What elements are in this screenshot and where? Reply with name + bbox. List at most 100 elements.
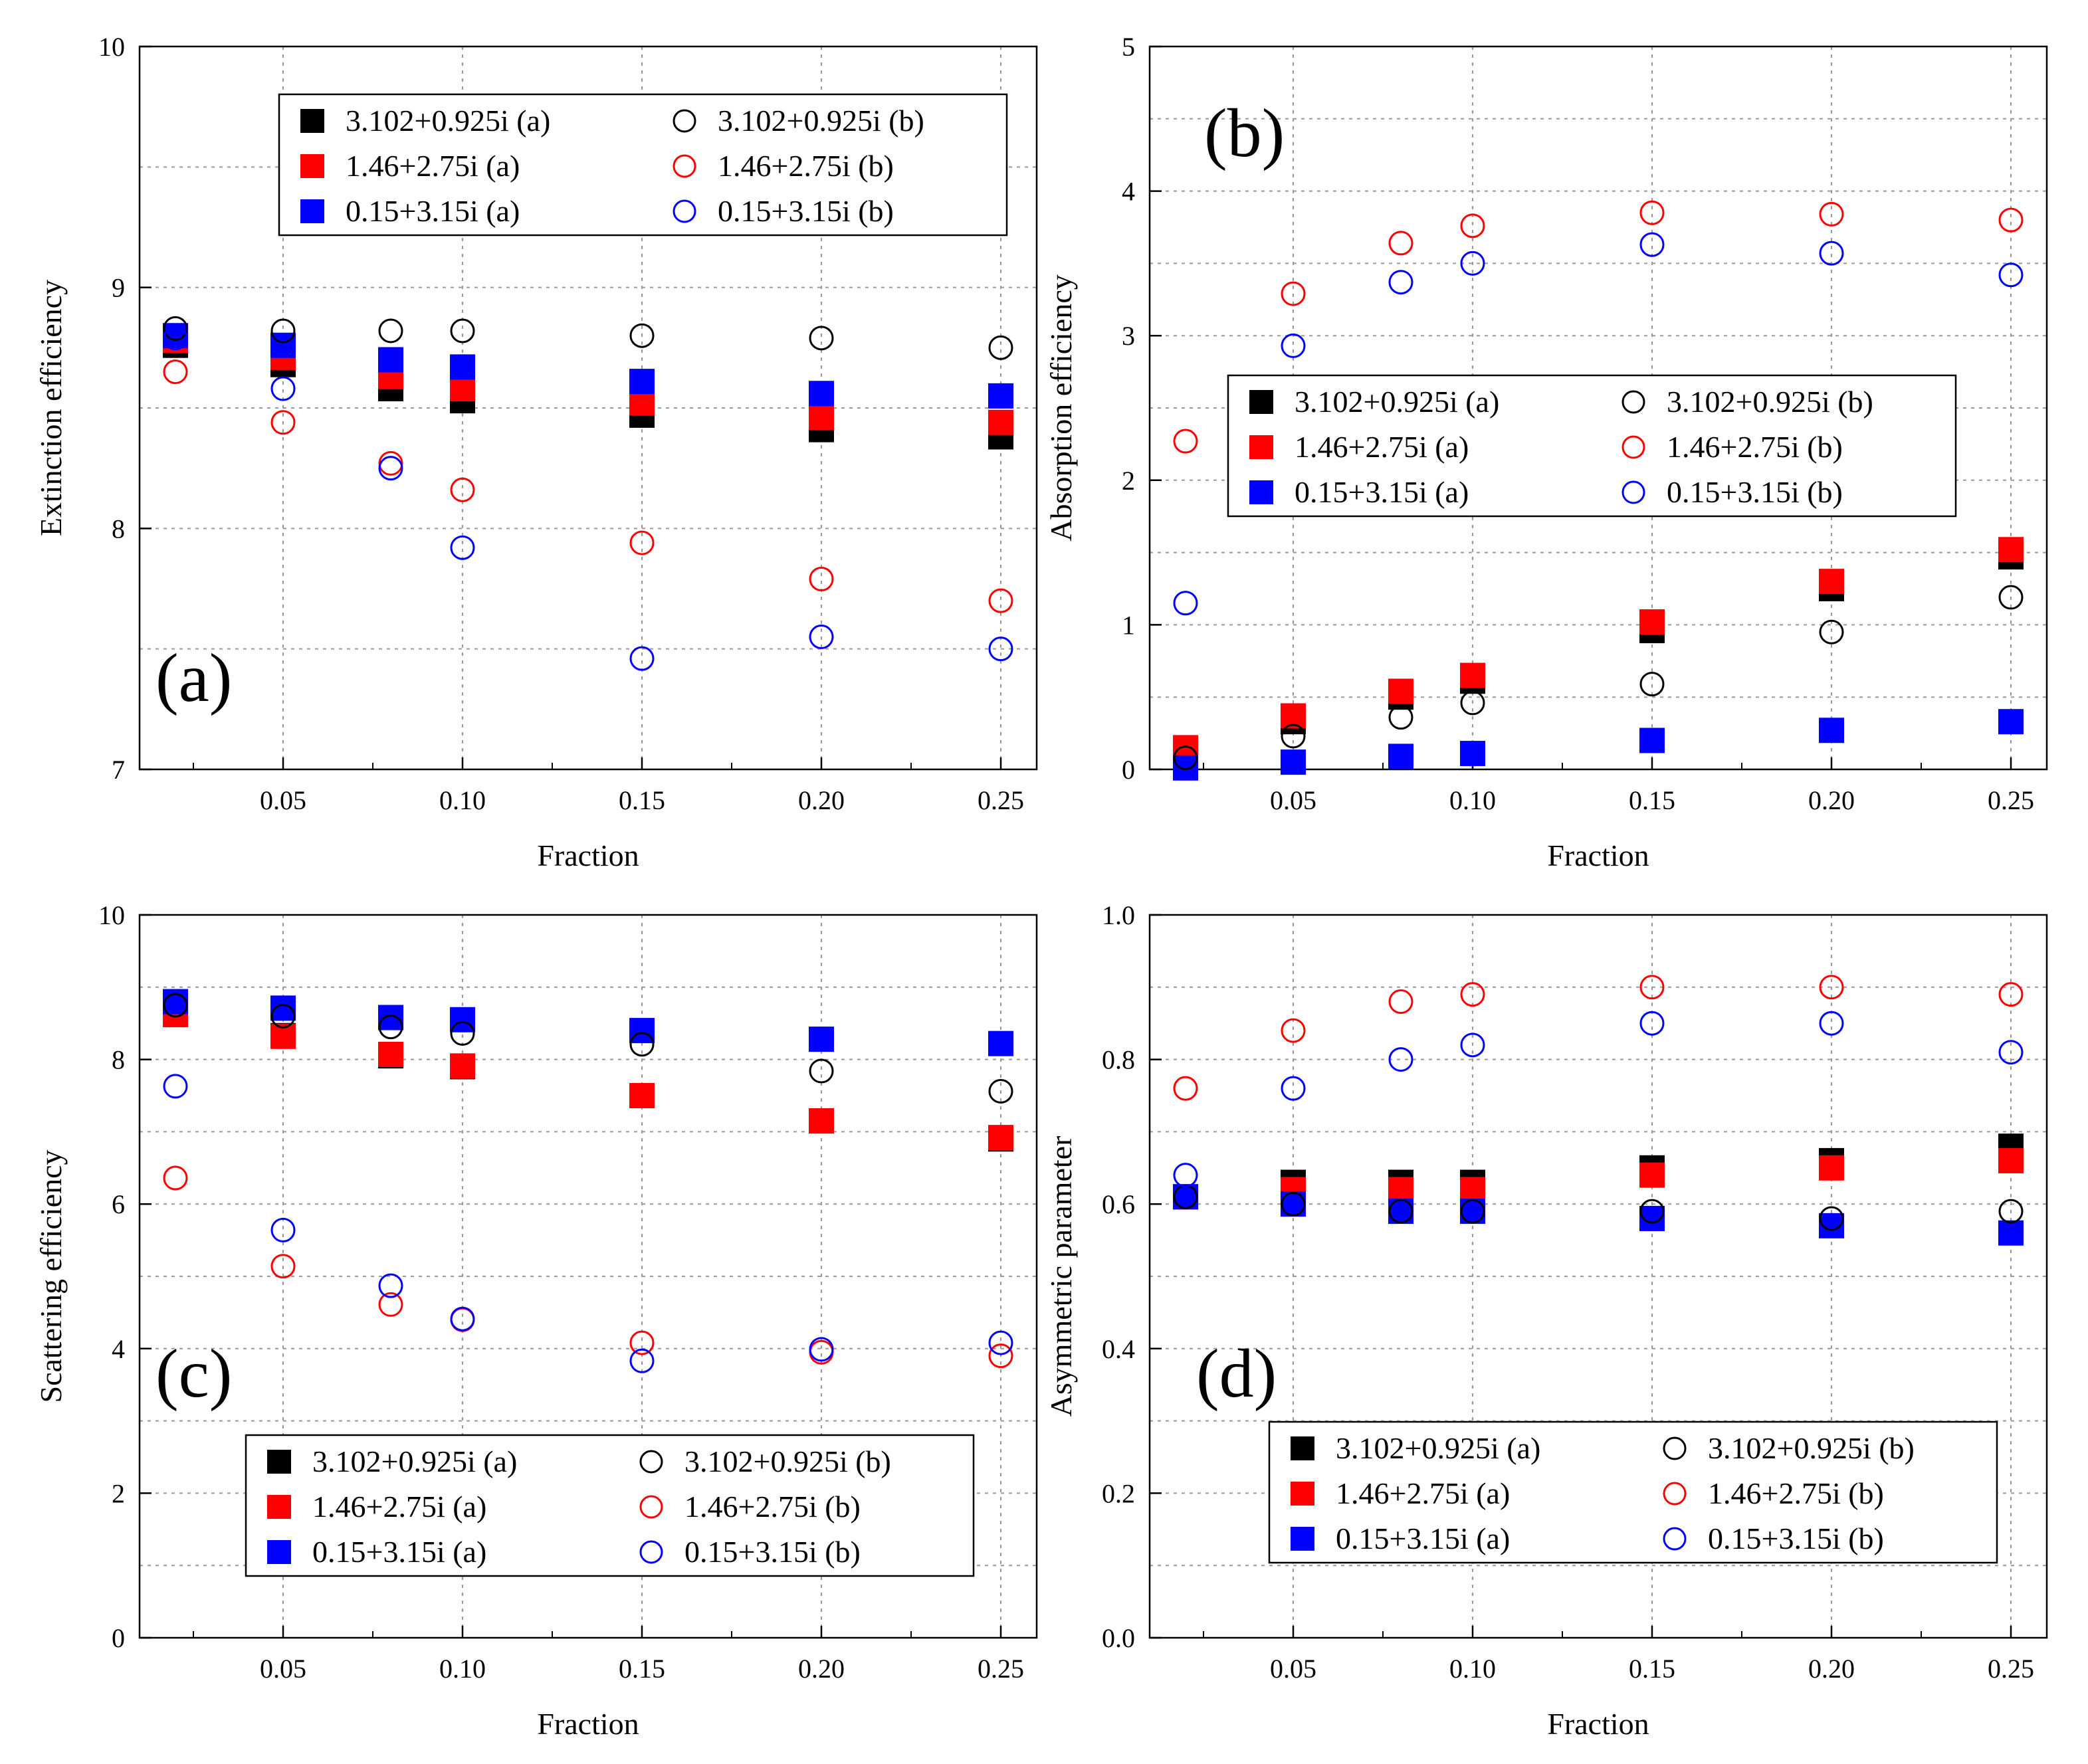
y-axis-title: Scattering efficiency — [34, 1149, 68, 1403]
panel-label: (a) — [156, 640, 232, 716]
data-point — [988, 335, 1013, 360]
plot-frame — [138, 914, 1038, 1639]
data-point — [1819, 201, 1844, 227]
legend-label: 1.46+2.75i (b) — [1708, 1476, 1884, 1510]
data-point — [1460, 1032, 1485, 1058]
data-point — [809, 1058, 834, 1084]
data-point — [1998, 585, 2024, 610]
data-point — [1639, 232, 1665, 257]
panel-b: 0.05 0.10 0.15 0.20 0.25 0 1 2 3 4 5 Fraction Absorp… — [1044, 32, 2048, 872]
data-point — [1173, 745, 1198, 771]
y-tick-label: 1 — [1122, 610, 1135, 640]
data-point — [450, 318, 475, 343]
data-point — [809, 326, 834, 351]
series-5 — [163, 326, 1013, 671]
y-tick-label: 3 — [1122, 321, 1135, 351]
data-point — [809, 625, 834, 650]
y-tick-label: 0.8 — [1102, 1045, 1135, 1075]
y-tick-label: 0 — [1122, 755, 1135, 785]
legend-label: 3.102+0.925i (a) — [1295, 385, 1499, 419]
legend-entry: 1.46+2.75i (a) — [1249, 430, 1469, 464]
data-point — [378, 1005, 403, 1030]
data-point — [270, 1003, 296, 1029]
data-point — [1388, 270, 1413, 295]
x-tick-label: 0.20 — [1808, 1654, 1855, 1684]
legend-marker — [639, 1450, 663, 1474]
data-point — [1281, 1018, 1306, 1043]
legend-marker — [267, 1495, 291, 1519]
data-point — [1819, 1011, 1844, 1036]
y-axis-title: Extinction efficiency — [34, 280, 68, 536]
legend-marker — [1621, 435, 1645, 459]
legend-entry: 0.15+3.15i (a) — [1291, 1521, 1510, 1555]
legend-entry: 0.15+3.15i (a) — [1249, 475, 1469, 509]
x-tick-label: 0.20 — [1808, 785, 1855, 815]
axis-ticks: 0.05 0.10 0.15 0.20 0.25 0.0 0.2 0.4 0.6 0.8 1.0 — [1102, 900, 2034, 1684]
legend-marker — [1663, 1436, 1687, 1460]
data-point — [988, 1030, 1013, 1056]
legend-entry: 3.102+0.925i (b) — [1663, 1431, 1915, 1465]
data-point — [378, 456, 403, 481]
legend-label: 3.102+0.925i (b) — [1708, 1431, 1915, 1465]
x-tick-label: 0.25 — [978, 1654, 1024, 1684]
legend-label: 1.46+2.75i (b) — [718, 149, 894, 183]
series-3 — [163, 316, 1013, 360]
data-point — [1998, 207, 2024, 233]
data-points — [1173, 200, 2024, 781]
legend-label: 3.102+0.925i (b) — [718, 104, 924, 138]
x-tick-label: 0.10 — [1449, 1654, 1496, 1684]
data-point — [1998, 1147, 2024, 1173]
legend-box — [1227, 374, 1957, 518]
series-3 — [1173, 585, 2024, 771]
data-point — [1388, 1177, 1413, 1203]
y-tick-label: 9 — [112, 273, 125, 303]
panel-c: 0.05 0.10 0.15 0.20 0.25 0 2 4 6 8 10 Fraction Scatt… — [34, 900, 1038, 1741]
x-tick-label: 0.05 — [260, 1654, 306, 1684]
data-point — [988, 383, 1013, 409]
legend-label: 3.102+0.925i (b) — [684, 1444, 891, 1478]
data-point — [270, 1217, 296, 1242]
data-point — [163, 326, 188, 351]
data-point — [163, 993, 188, 1018]
y-tick-label: 0 — [112, 1623, 125, 1653]
data-point — [1281, 281, 1306, 306]
panel-label: (c) — [156, 1335, 232, 1412]
y-tick-label: 6 — [112, 1189, 125, 1219]
data-point — [1460, 1199, 1485, 1224]
data-point — [988, 1078, 1013, 1104]
legend-label: 0.15+3.15i (b) — [1667, 475, 1843, 509]
x-axis-title: Fraction — [537, 1707, 639, 1741]
data-point — [809, 566, 834, 591]
data-point — [163, 316, 188, 341]
data-point — [450, 354, 475, 380]
data-point — [163, 989, 188, 1015]
legend-entry: 1.46+2.75i (a) — [1291, 1476, 1510, 1510]
legend-entry: 1.46+2.75i (b) — [639, 1490, 861, 1523]
data-points — [163, 316, 1013, 671]
x-tick-label: 0.20 — [798, 785, 845, 815]
data-point — [988, 588, 1013, 613]
data-point — [1819, 1206, 1844, 1231]
data-point — [1819, 241, 1844, 266]
data-point — [1173, 755, 1198, 781]
panel-a: 0.05 0.10 0.15 0.20 0.25 7 8 9 10 Fraction Extinct… — [34, 32, 1038, 872]
legend-marker — [300, 154, 324, 178]
data-point — [163, 1074, 188, 1099]
legend-entry: 0.15+3.15i (b) — [673, 194, 894, 228]
legend-marker — [1291, 1482, 1314, 1506]
y-tick-label: 7 — [112, 755, 125, 785]
legend-label: 0.15+3.15i (a) — [312, 1535, 486, 1569]
data-point — [1639, 1162, 1665, 1188]
axis-ticks: 0.05 0.10 0.15 0.20 0.25 7 8 9 10 — [98, 32, 1024, 815]
data-point — [988, 409, 1013, 435]
data-point — [629, 1018, 655, 1044]
data-point — [1998, 982, 2024, 1007]
data-point — [1460, 1199, 1485, 1225]
data-point — [1388, 231, 1413, 256]
x-tick-label: 0.15 — [619, 785, 665, 815]
data-point — [1639, 1011, 1665, 1036]
data-point — [988, 637, 1013, 662]
data-point — [163, 1165, 188, 1191]
data-point — [809, 1027, 834, 1052]
legend: 3.102+0.925i (a) 1.46+2.75i (a) 0.15+3.15i… — [245, 1434, 975, 1577]
